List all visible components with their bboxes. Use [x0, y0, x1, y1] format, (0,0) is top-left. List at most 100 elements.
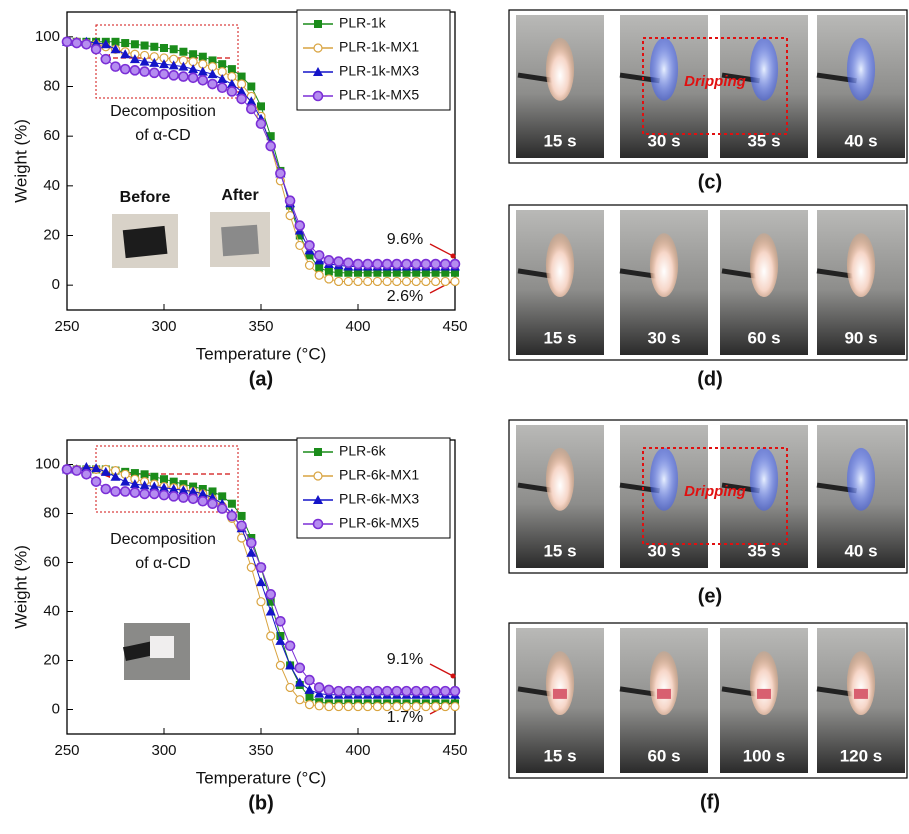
marker [160, 70, 169, 79]
x-tick-label: 450 [442, 742, 467, 759]
marker [441, 260, 450, 269]
annotation: of α-CD [135, 127, 190, 144]
flame [750, 651, 778, 715]
x-axis-title: Temperature (°C) [196, 768, 327, 787]
legend-label: PLR-6k-MX3 [339, 491, 419, 507]
marker [451, 687, 460, 696]
marker [441, 703, 449, 711]
marker [432, 703, 440, 711]
flame [546, 651, 574, 715]
marker [267, 632, 275, 640]
marker [179, 48, 187, 56]
flame [546, 233, 574, 297]
marker [334, 257, 343, 266]
marker [237, 521, 246, 530]
inset-sample [221, 225, 259, 256]
red-arrow [430, 664, 453, 676]
marker [431, 260, 440, 269]
flame [546, 38, 574, 101]
flame [650, 448, 678, 511]
sample [757, 689, 771, 699]
marker [344, 703, 352, 711]
annotation: of α-CD [135, 555, 190, 572]
marker [354, 260, 363, 269]
x-tick-label: 400 [345, 318, 370, 335]
marker [373, 260, 382, 269]
marker [344, 687, 353, 696]
marker [266, 607, 276, 616]
legend-marker [314, 472, 322, 480]
marker [101, 485, 110, 494]
time-label: 15 s [543, 746, 576, 765]
marker [247, 83, 255, 91]
marker [198, 497, 207, 506]
marker [306, 261, 314, 269]
panel-label: (f) [700, 791, 720, 813]
marker [441, 277, 449, 285]
marker [257, 598, 265, 606]
marker [392, 260, 401, 269]
marker [315, 702, 323, 710]
legend-label: PLR-1k [339, 15, 387, 31]
marker [141, 42, 149, 50]
time-label: 15 s [543, 328, 576, 347]
y-tick-label: 100 [35, 28, 60, 45]
marker [189, 50, 197, 58]
x-tick-label: 250 [54, 742, 79, 759]
marker [383, 277, 391, 285]
marker [140, 489, 149, 498]
annotation: Decomposition [110, 103, 216, 120]
legend-label: PLR-6k-MX5 [339, 515, 419, 531]
x-tick-label: 250 [54, 318, 79, 335]
page: {"chart_data": [ {"type": "line", "panel… [0, 0, 909, 834]
legend-marker [314, 92, 323, 101]
marker [296, 241, 304, 249]
x-tick-label: 300 [151, 318, 176, 335]
x-tick-label: 350 [248, 318, 273, 335]
annotation: 1.7% [387, 709, 423, 726]
marker [373, 277, 381, 285]
figure: 250300350400450020406080100Weight (%)Tem… [0, 0, 909, 829]
marker [179, 72, 188, 81]
marker [354, 687, 363, 696]
sample [553, 689, 567, 699]
marker [364, 703, 372, 711]
legend-marker [314, 448, 322, 456]
x-tick-label: 400 [345, 742, 370, 759]
marker [208, 499, 217, 508]
y-tick-label: 20 [43, 226, 60, 243]
red-arrow-head [451, 674, 456, 679]
marker [364, 277, 372, 285]
marker [412, 277, 420, 285]
marker [111, 62, 120, 71]
marker [169, 71, 178, 80]
marker [335, 269, 343, 277]
marker [412, 687, 421, 696]
marker [218, 60, 226, 68]
legend-marker [314, 20, 322, 28]
flame [750, 233, 778, 297]
inset-label: Before [120, 189, 171, 206]
y-axis-title: Weight (%) [11, 545, 30, 629]
marker [217, 74, 227, 83]
flame [847, 233, 875, 297]
legend-marker [314, 44, 322, 52]
panel-label: (a) [249, 368, 273, 390]
marker [228, 65, 236, 73]
marker [266, 590, 275, 599]
marker [295, 663, 304, 672]
marker [179, 493, 188, 502]
marker [257, 119, 266, 128]
marker [421, 687, 430, 696]
marker [286, 212, 294, 220]
time-label: 60 s [647, 746, 680, 765]
annotation: 9.1% [387, 651, 423, 668]
annotation: Decomposition [110, 531, 216, 548]
marker [238, 73, 246, 81]
marker [335, 277, 343, 285]
marker [198, 76, 207, 85]
inset-sample [150, 636, 174, 658]
marker [383, 260, 392, 269]
marker [383, 703, 391, 711]
x-tick-label: 450 [442, 318, 467, 335]
